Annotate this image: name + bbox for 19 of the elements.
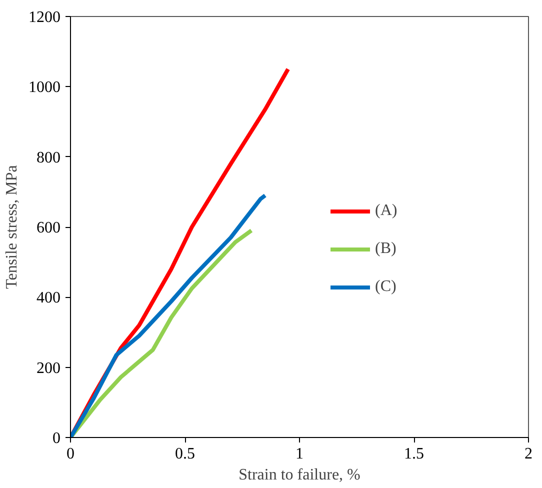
x-tick-label: 0 — [66, 446, 74, 462]
x-tick-label: 1.5 — [404, 446, 424, 462]
x-tick-label: 1 — [296, 446, 304, 462]
y-tick-label: 1200 — [28, 9, 60, 26]
x-tick-label: 2 — [524, 446, 532, 462]
legend-label: (B) — [375, 240, 396, 258]
y-tick-label: 1000 — [28, 79, 60, 96]
x-axis-title: Strain to failure, % — [238, 466, 360, 484]
y-tick-label: 400 — [36, 290, 60, 307]
x-tick-label: 0.5 — [175, 446, 195, 462]
line-series — [70, 228, 254, 438]
legend-label: (A) — [375, 202, 398, 220]
legend-label: (C) — [375, 278, 396, 296]
y-axis-title: Tensile stress, MPa — [4, 165, 20, 289]
y-tick-label: 800 — [36, 149, 60, 166]
line-series — [70, 193, 268, 438]
y-tick-label: 600 — [36, 220, 60, 236]
y-tick-label: 0 — [52, 430, 60, 447]
y-tick-label: 200 — [36, 360, 60, 377]
